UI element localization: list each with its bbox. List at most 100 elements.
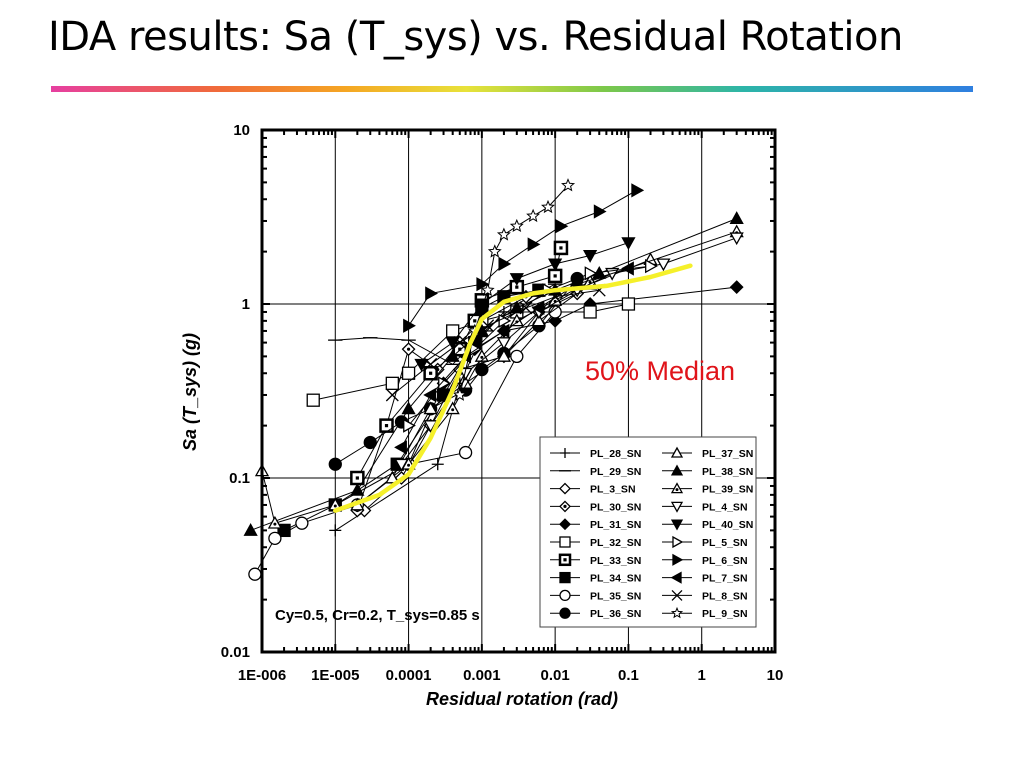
tick-layer: 1E-006 1E-005 0.0001 0.001 0.01 0.1 1 10 0.01 0.1…: [221, 122, 784, 684]
data-point-marker: [429, 371, 433, 375]
x-tick-label: 0.001: [463, 667, 501, 684]
data-point-marker: [328, 457, 342, 471]
data-point-marker: [531, 313, 546, 327]
data-point-marker: [423, 401, 438, 415]
legend-label: PL_6_SN: [702, 555, 748, 567]
data-point-marker: [526, 208, 541, 223]
legend-label: PL_32_SN: [590, 537, 641, 549]
data-point-marker: [729, 211, 744, 224]
legend-label: PL_33_SN: [590, 555, 641, 567]
legend-entry: PL_5_SN: [662, 535, 748, 549]
series-pl-6-sn: [403, 183, 645, 333]
data-point-marker: [414, 358, 429, 372]
data-point-marker: [645, 259, 658, 274]
data-point-marker: [384, 424, 389, 428]
median-curve: [333, 263, 693, 513]
data-point-marker: [559, 607, 571, 619]
legend-entry: PL_29_SN: [550, 466, 641, 478]
data-point-marker: [451, 408, 455, 412]
data-point-marker: [621, 297, 636, 311]
data-point-marker: [355, 476, 359, 480]
data-point-marker: [563, 504, 567, 508]
y-tick-label: 10: [233, 122, 250, 139]
data-point-marker: [385, 470, 400, 484]
data-point-marker: [445, 401, 460, 415]
data-point-marker: [559, 589, 571, 602]
data-point-marker: [445, 349, 460, 362]
data-point-marker: [559, 571, 571, 584]
legend-label: PL_8_SN: [702, 590, 748, 602]
legend-entry: PL_28_SN: [550, 448, 641, 460]
data-point-marker: [729, 232, 744, 246]
data-point-marker: [559, 536, 571, 548]
data-point-marker: [583, 305, 597, 319]
x-tick-label: 1E-006: [238, 667, 286, 684]
legend-entry: PL_4_SN: [662, 501, 748, 513]
data-point-marker: [509, 218, 524, 233]
series-pl-8-sn: [385, 283, 606, 402]
data-point-marker: [555, 219, 569, 234]
legend-entry: PL_3_SN: [550, 482, 636, 496]
data-point-marker: [474, 298, 489, 312]
data-point-marker: [445, 337, 460, 350]
data-point-marker: [631, 183, 645, 198]
data-point-marker: [487, 244, 502, 258]
data-point-marker: [403, 418, 416, 433]
legend-label: PL_28_SN: [590, 448, 641, 460]
data-point-marker: [306, 393, 320, 407]
data-point-marker: [670, 464, 684, 476]
legend: PL_28_SN PL_29_SN PL_3_SN PL_30_SN PL_31_SN P…: [539, 436, 757, 628]
legend-label: PL_4_SN: [702, 501, 748, 513]
y-axis-title: Sa (T_sys) (g): [180, 333, 200, 451]
legend-label: PL_31_SN: [590, 519, 641, 531]
legend-entry: PL_36_SN: [550, 607, 641, 620]
data-point-marker: [670, 606, 684, 619]
data-point-marker: [510, 349, 524, 364]
legend-entry: PL_32_SN: [550, 536, 641, 549]
median-layer: [333, 263, 693, 513]
legend-entry: PL_33_SN: [550, 553, 641, 567]
data-point-marker: [243, 523, 258, 536]
data-point-marker: [452, 387, 467, 401]
data-point-marker: [431, 458, 444, 471]
data-point-marker: [670, 501, 684, 513]
data-point-marker: [559, 518, 571, 531]
x-tick-label: 10: [767, 667, 784, 684]
legend-entry: PL_7_SN: [662, 571, 748, 585]
legend-label: PL_7_SN: [702, 573, 748, 585]
x-axis-title: Residual rotation (rad): [426, 689, 618, 709]
data-point-marker: [621, 237, 636, 251]
data-point-marker: [480, 355, 484, 359]
data-point-marker: [363, 435, 377, 450]
data-point-marker: [496, 227, 511, 241]
data-point-marker: [446, 324, 460, 338]
legend-entry: PL_6_SN: [662, 553, 748, 567]
legend-label: PL_34_SN: [590, 573, 641, 585]
data-point-marker: [548, 313, 563, 328]
y-tick-label: 1: [242, 296, 250, 313]
data-point-marker: [496, 337, 512, 350]
data-point-marker: [583, 250, 598, 263]
data-point-marker: [268, 531, 282, 545]
legend-label: PL_3_SN: [590, 484, 636, 496]
legend-label: PL_40_SN: [702, 519, 753, 531]
data-point-marker: [541, 199, 555, 214]
data-point-marker: [729, 280, 744, 295]
x-tick-label: 0.01: [541, 667, 570, 684]
data-point-marker: [527, 237, 541, 252]
data-point-marker: [588, 280, 592, 284]
data-point-marker: [333, 504, 337, 508]
legend-entry: PL_34_SN: [550, 571, 641, 585]
data-point-marker: [480, 282, 495, 297]
data-point-marker: [295, 516, 309, 530]
title-gradient-rule: [51, 86, 973, 92]
data-point-marker: [476, 277, 490, 292]
series-pl-40-sn: [414, 237, 636, 372]
median-annotation: 50% Median: [585, 356, 735, 386]
data-point-marker: [519, 301, 533, 315]
legend-label: PL_5_SN: [702, 537, 748, 549]
data-point-marker: [584, 266, 598, 281]
data-point-marker: [672, 553, 684, 566]
data-point-marker: [561, 178, 576, 192]
data-point-marker: [267, 515, 283, 529]
